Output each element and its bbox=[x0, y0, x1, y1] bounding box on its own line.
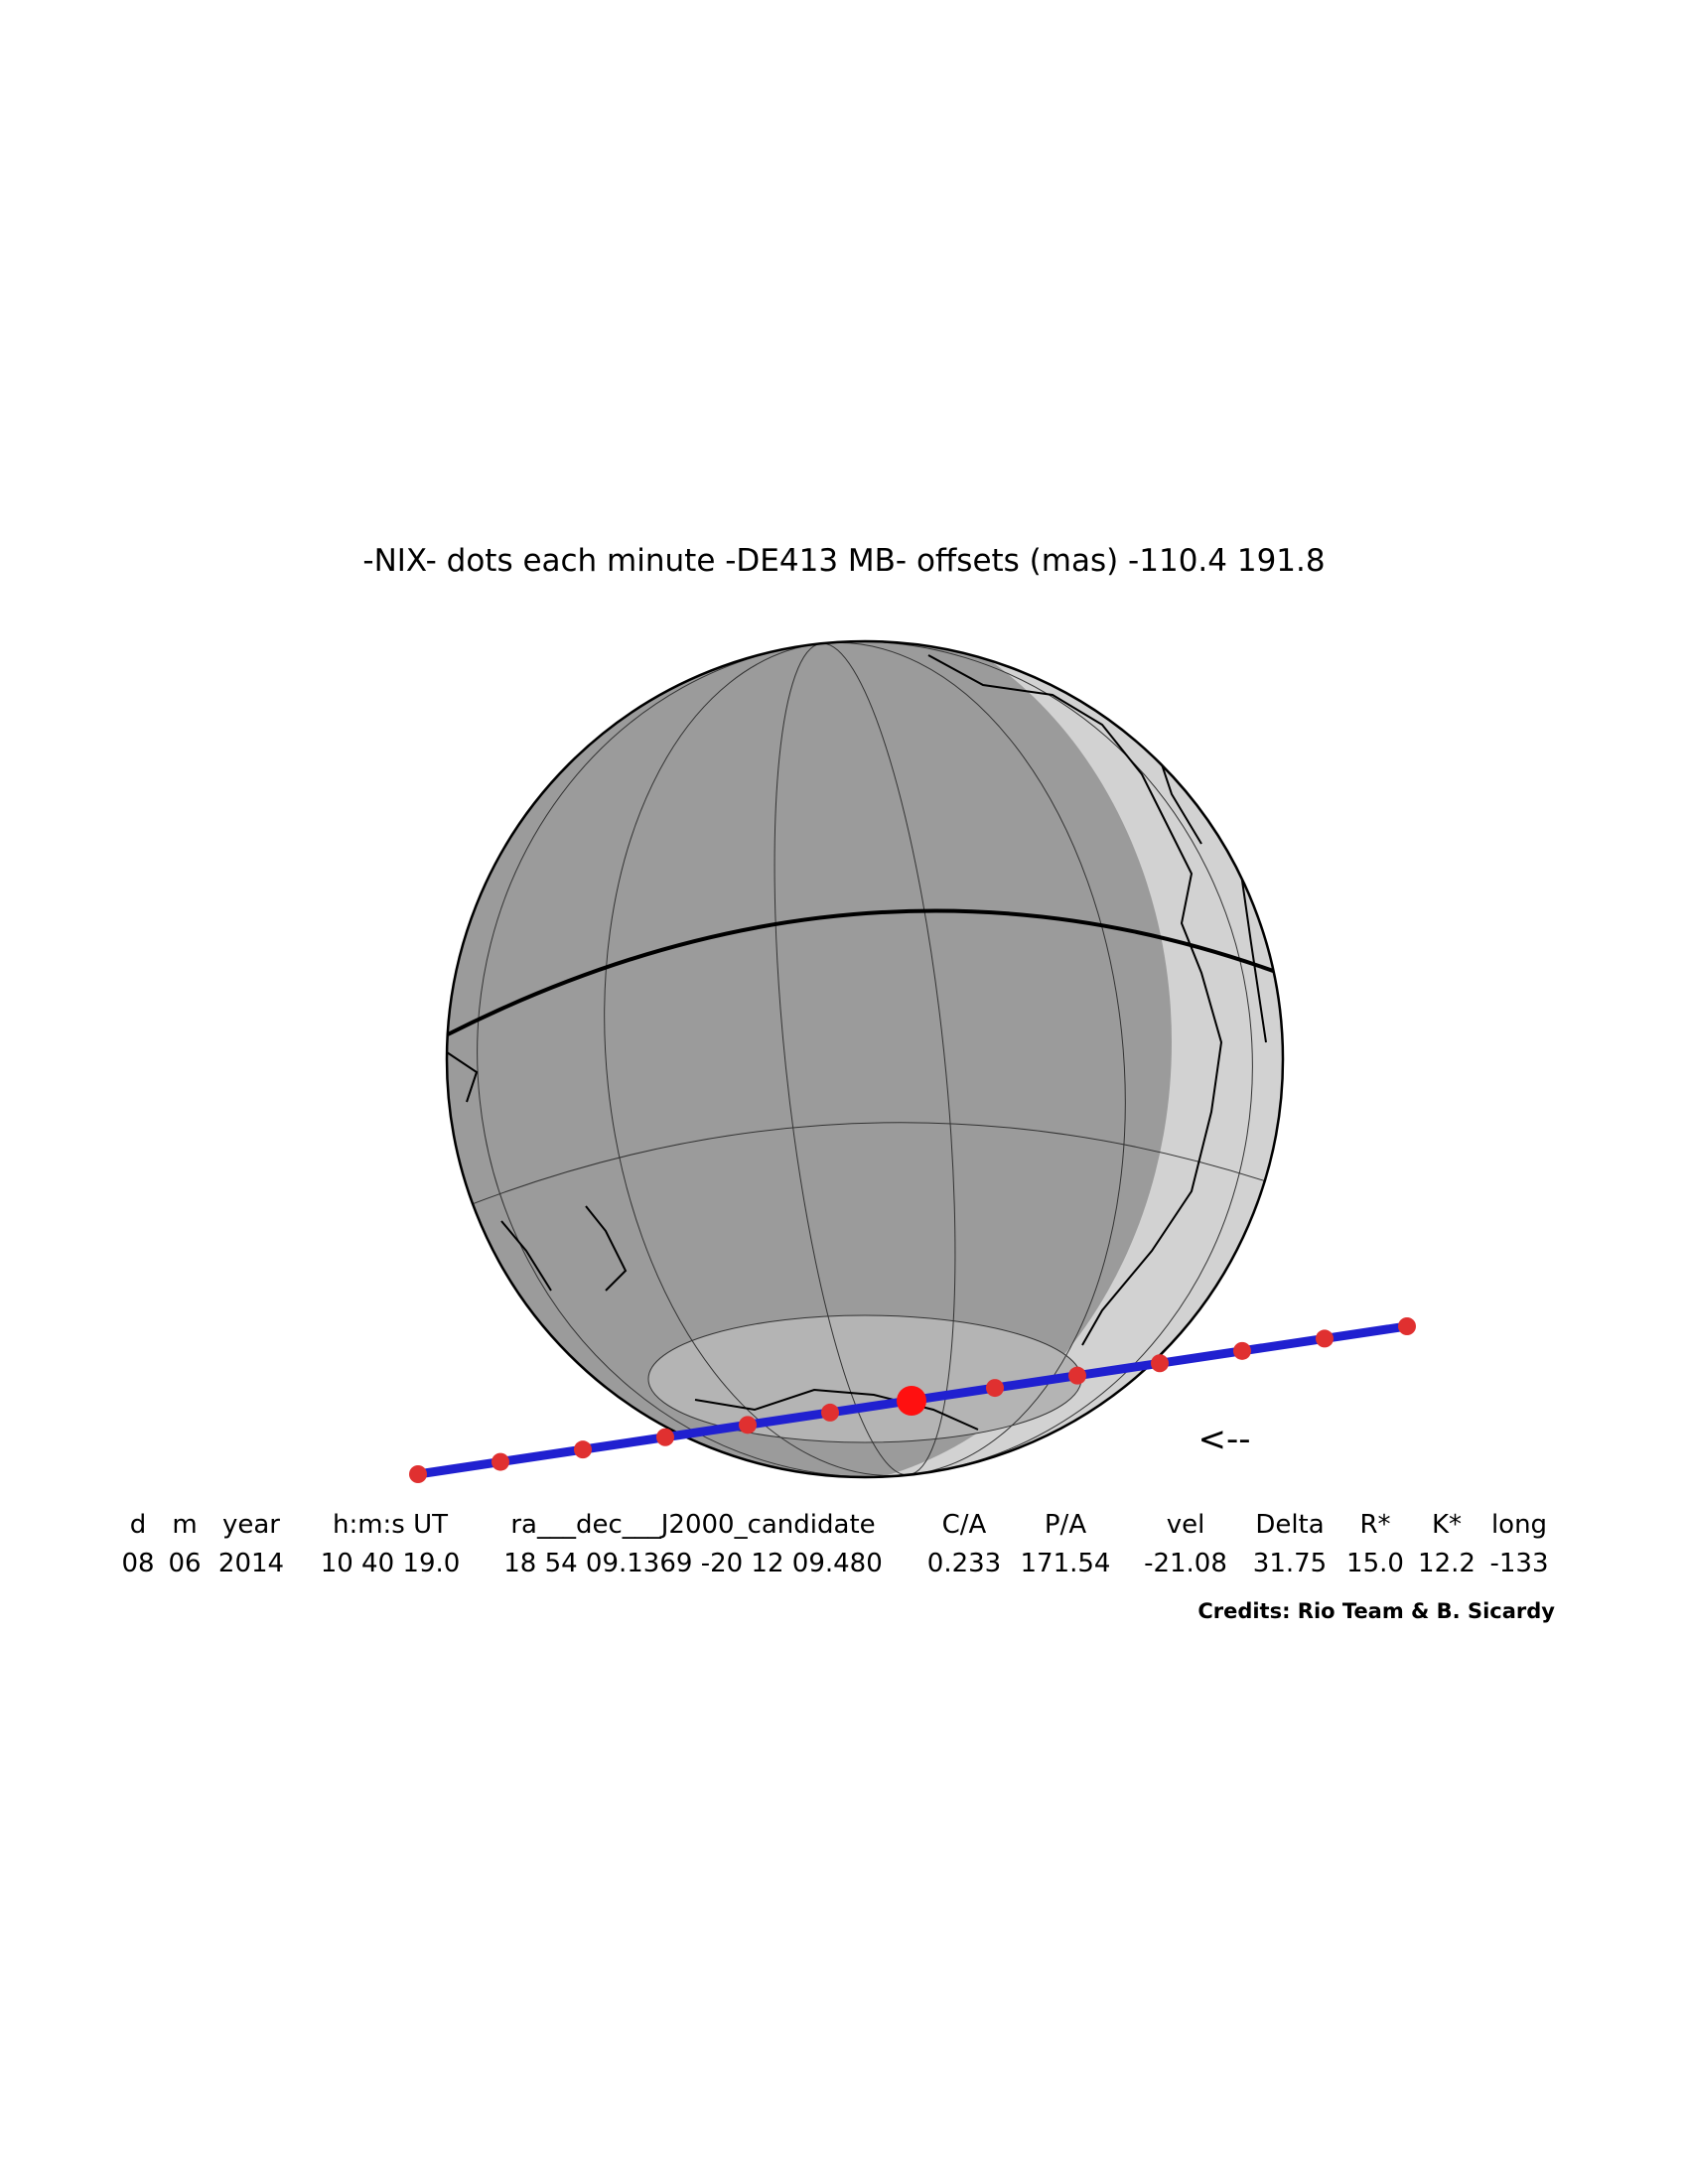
column-header: year bbox=[222, 1510, 280, 1540]
minute-dot bbox=[409, 1465, 427, 1483]
data-table: d 08 m 06 year 2014 h:m:s UT 10 40 19.0 ra___dec… bbox=[121, 1510, 1548, 1578]
minute-dot bbox=[739, 1416, 757, 1434]
column-header: vel bbox=[1167, 1510, 1205, 1540]
column-value: -133 bbox=[1489, 1549, 1548, 1578]
column-header: Delta bbox=[1255, 1510, 1324, 1540]
column-value: 08 bbox=[121, 1549, 154, 1578]
column-value: -21.08 bbox=[1144, 1549, 1227, 1578]
minute-dot bbox=[492, 1452, 509, 1471]
minute-dot bbox=[986, 1379, 1004, 1398]
column-value: 18 54 09.1369 -20 12 09.480 bbox=[503, 1549, 883, 1578]
shadow-path bbox=[409, 1317, 1416, 1483]
column-header: R* bbox=[1359, 1510, 1390, 1540]
minute-dot bbox=[1316, 1329, 1334, 1348]
minute-dot bbox=[574, 1440, 592, 1459]
minute-dot bbox=[821, 1403, 839, 1422]
column-value: 2014 bbox=[218, 1549, 284, 1578]
column-header: m bbox=[172, 1510, 197, 1540]
minute-dot bbox=[1068, 1366, 1086, 1385]
minute-dot bbox=[1151, 1354, 1169, 1373]
column-value: 06 bbox=[168, 1549, 201, 1578]
column-value: 15.0 bbox=[1346, 1549, 1404, 1578]
column-value: 0.233 bbox=[927, 1549, 1001, 1578]
minute-dot bbox=[656, 1428, 674, 1446]
column-header: P/A bbox=[1045, 1510, 1086, 1540]
column-value: 12.2 bbox=[1418, 1549, 1476, 1578]
column-header: d bbox=[130, 1510, 147, 1540]
column-header: K* bbox=[1432, 1510, 1462, 1540]
column-header: long bbox=[1491, 1510, 1547, 1540]
minute-dot bbox=[1398, 1317, 1416, 1335]
column-header: ra___dec___J2000_candidate bbox=[510, 1510, 875, 1540]
column-header: C/A bbox=[942, 1510, 987, 1540]
column-header: h:m:s UT bbox=[333, 1510, 448, 1540]
column-value: 31.75 bbox=[1253, 1549, 1327, 1578]
column-value: 171.54 bbox=[1021, 1549, 1111, 1578]
column-value: 10 40 19.0 bbox=[321, 1549, 461, 1578]
title: -NIX- dots each minute -DE413 MB- offset… bbox=[362, 543, 1325, 579]
minute-dot bbox=[1233, 1341, 1251, 1360]
direction-arrow: <-- bbox=[1197, 1420, 1250, 1459]
globe bbox=[445, 639, 1285, 1479]
credits: Credits: Rio Team & B. Sicardy bbox=[1197, 1599, 1555, 1623]
